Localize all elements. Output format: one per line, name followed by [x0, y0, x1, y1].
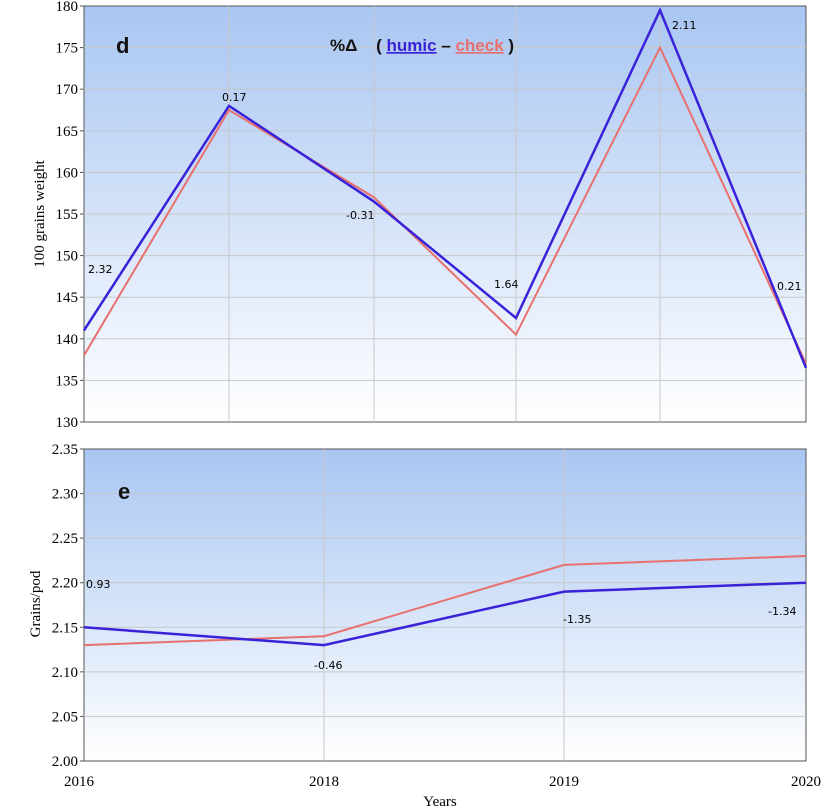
- series-lines-d: [82, 7, 808, 369]
- y-tick-label: 2.05: [52, 709, 78, 725]
- y-tick-label: 2.30: [52, 487, 78, 503]
- data-label: 0.93: [86, 578, 111, 591]
- y-tick-label: 150: [56, 249, 79, 265]
- series-line-humic: [82, 7, 808, 369]
- gridlines-d: [84, 6, 806, 422]
- y-tick-label: 140: [56, 332, 79, 348]
- annotations-d: 2.32 0.17 -0.31 1.64 2.11 0.21: [88, 19, 802, 293]
- series-lines-e: [83, 554, 807, 647]
- y-tick-label: 2.20: [52, 576, 78, 592]
- x-axis-title: Years: [423, 794, 457, 810]
- y-tick-label: 160: [56, 165, 79, 181]
- x-ticks-e: 2016 2018 2019 2020: [64, 774, 821, 790]
- series-line-humic: [83, 581, 807, 647]
- series-line-check: [83, 45, 807, 365]
- y-tick-label: 170: [56, 82, 79, 98]
- y-tick-label: 2.35: [52, 442, 78, 458]
- y-tick-label: 2.10: [52, 665, 78, 681]
- legend-humic: humic: [386, 36, 436, 55]
- x-tick-label: 2020: [791, 774, 821, 790]
- y-axis-title-e: Grains/pod: [28, 570, 44, 637]
- legend-dash: –: [441, 36, 455, 55]
- series-line-check: [83, 554, 807, 647]
- legend-open: (: [376, 36, 382, 55]
- legend-close: ): [508, 36, 514, 55]
- y-tick-label: 165: [56, 124, 79, 140]
- y-tick-label: 130: [56, 415, 79, 431]
- y-tick-label: 135: [56, 373, 79, 389]
- gridlines-e: [84, 449, 806, 761]
- panel-label-e: e: [118, 479, 130, 504]
- chart-panel-e: 2.002.052.102.152.202.252.302.35 2016 201…: [28, 442, 821, 810]
- y-tick-label: 175: [56, 41, 79, 57]
- x-tick-label: 2016: [64, 774, 95, 790]
- data-label: 2.11: [672, 19, 697, 32]
- legend-prefix: %Δ: [330, 36, 357, 55]
- x-tick-label: 2018: [309, 774, 339, 790]
- y-tick-label: 2.15: [52, 620, 78, 636]
- y-ticks-e: 2.00 2.05 2.10 2.15 2.20 2.25 2.30 2.35: [52, 442, 84, 770]
- data-label: 1.64: [494, 278, 519, 291]
- data-label: -1.35: [563, 613, 591, 626]
- x-tick-label: 2019: [549, 774, 579, 790]
- data-label: 2.32: [88, 263, 113, 276]
- y-ticks-d: 130 135 140 145 150 155 160 165 170 175 180: [56, 0, 84, 431]
- data-label: 0.17: [222, 91, 247, 104]
- y-axis-title-d: 100 grains weight: [32, 159, 48, 267]
- y-tick-label: 145: [56, 290, 79, 306]
- data-label: -0.46: [314, 659, 342, 672]
- y-tick-label: 155: [56, 207, 79, 223]
- legend-d: %Δ ( humic – check ): [330, 36, 514, 55]
- y-tick-label: 180: [56, 0, 79, 15]
- legend-check: check: [455, 36, 504, 55]
- plot-area-e: [83, 448, 807, 762]
- data-label: -1.34: [768, 605, 796, 618]
- data-label: -0.31: [346, 209, 374, 222]
- y-tick-label: 2.25: [52, 531, 78, 547]
- annotations-e: 0.93 -0.46 -1.35 -1.34: [86, 578, 796, 672]
- y-tick-label: 2.00: [52, 754, 78, 770]
- chart-panel-d: 130 135 140 145 150 155 160 165 170 175 180 2.32 0.…: [32, 0, 808, 431]
- data-label: 0.21: [777, 280, 802, 293]
- panel-label-d: d: [116, 33, 129, 58]
